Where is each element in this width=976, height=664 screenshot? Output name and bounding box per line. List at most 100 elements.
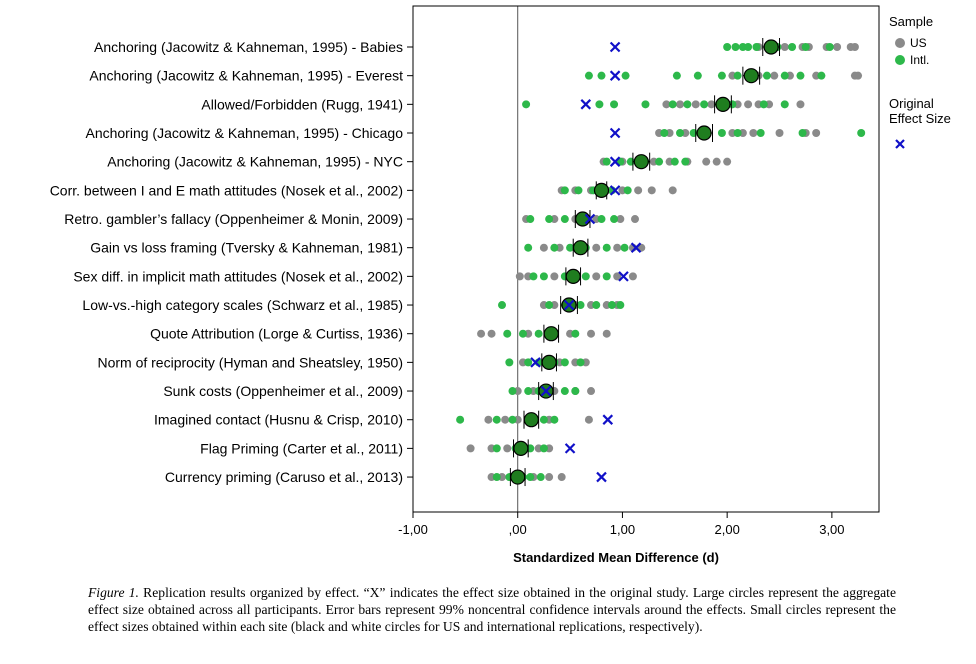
intl-site-point xyxy=(672,71,681,80)
intl-site-point xyxy=(550,415,559,424)
us-site-point xyxy=(634,186,643,195)
original-effect-marker xyxy=(563,299,575,311)
intl-site-point xyxy=(670,157,679,166)
us-site-point xyxy=(707,100,716,109)
x-tick-label: 1,00 xyxy=(610,522,635,537)
effect-label: Anchoring (Jacowitz & Kahneman, 1995) - … xyxy=(89,68,403,84)
intl-site-point xyxy=(683,100,692,109)
us-site-point xyxy=(515,272,524,281)
us-site-point xyxy=(749,129,758,138)
aggregate-effect-marker xyxy=(633,154,649,170)
us-site-point xyxy=(587,387,596,396)
intl-site-point xyxy=(717,71,726,80)
intl-site-point xyxy=(602,243,611,252)
us-site-point xyxy=(833,43,842,51)
intl-site-point xyxy=(733,71,742,80)
intl-site-point xyxy=(801,43,810,51)
us-site-point xyxy=(557,473,566,482)
original-effect-marker xyxy=(618,271,629,282)
effect-label: Low-vs.-high category scales (Schwarz et… xyxy=(82,297,403,313)
intl-site-point xyxy=(524,387,533,396)
us-site-point xyxy=(616,215,625,224)
intl-site-point xyxy=(798,129,807,138)
legend-intl-label: Intl. xyxy=(910,53,929,67)
intl-site-point xyxy=(456,415,465,424)
intl-site-point xyxy=(733,129,742,138)
aggregate-effect-marker xyxy=(513,440,529,456)
x-axis-title: Standardized Mean Difference (d) xyxy=(513,550,719,565)
effect-label: Anchoring (Jacowitz & Kahneman, 1995) - … xyxy=(94,39,403,55)
intl-site-point xyxy=(584,71,593,80)
legend-us-marker xyxy=(895,38,905,48)
us-site-point xyxy=(780,43,789,51)
us-site-point xyxy=(628,272,637,281)
intl-site-point xyxy=(620,243,629,252)
intl-site-point xyxy=(539,444,548,453)
intl-site-point xyxy=(623,186,632,195)
original-effect-marker xyxy=(609,185,621,196)
figure-caption: Figure 1. Replication results organized … xyxy=(88,584,896,635)
legend-original-title-2: Effect Size xyxy=(889,111,951,126)
aggregate-effect-marker xyxy=(696,125,712,141)
intl-site-point xyxy=(522,100,531,109)
x-tick-label: 3,00 xyxy=(819,522,844,537)
intl-site-point xyxy=(817,71,826,80)
intl-site-point xyxy=(524,243,533,252)
aggregate-effect-marker xyxy=(593,182,610,198)
intl-site-point xyxy=(744,43,753,51)
effect-label: Imagined contact (Husnu & Crisp, 2010) xyxy=(154,412,403,428)
us-site-point xyxy=(584,415,593,424)
us-site-point xyxy=(662,100,671,109)
plot-frame xyxy=(412,5,880,513)
legend-original-marker xyxy=(895,139,905,149)
aggregate-effect-marker xyxy=(763,39,779,55)
figure-label: Figure 1. xyxy=(88,585,139,600)
effect-label: Flag Priming (Carter et al., 2011) xyxy=(200,440,403,456)
effect-label: Gain vs loss framing (Tversky & Kahneman… xyxy=(90,240,403,256)
aggregate-effect-marker xyxy=(572,240,589,256)
intl-site-point xyxy=(731,43,740,51)
intl-site-point xyxy=(581,272,590,281)
intl-site-point xyxy=(780,100,789,109)
aggregate-effect-marker xyxy=(541,354,557,370)
effect-label: Retro. gambler’s fallacy (Oppenheimer & … xyxy=(64,211,403,227)
legend-original-title-1: Original xyxy=(889,96,934,111)
us-site-point xyxy=(592,243,601,252)
intl-site-point xyxy=(597,215,606,224)
intl-site-point xyxy=(796,71,805,80)
us-site-point xyxy=(477,329,486,338)
aggregate-effect-marker xyxy=(715,96,731,112)
intl-site-point xyxy=(492,473,501,482)
effect-label: Currency priming (Caruso et al., 2013) xyxy=(165,469,403,485)
intl-site-point xyxy=(857,129,866,138)
us-site-point xyxy=(723,157,732,166)
us-site-point xyxy=(613,272,622,281)
us-site-point xyxy=(775,129,784,138)
effect-label: Corr. between I and E math attitudes (No… xyxy=(50,182,403,198)
intl-site-point xyxy=(693,71,702,80)
intl-site-point xyxy=(526,473,535,482)
original-effect-marker xyxy=(609,70,621,81)
us-site-point xyxy=(631,215,640,224)
intl-site-point xyxy=(492,415,501,424)
intl-site-point xyxy=(788,43,797,51)
us-site-point xyxy=(539,243,548,252)
intl-site-point xyxy=(595,100,604,109)
us-site-point xyxy=(676,100,685,109)
intl-site-point xyxy=(780,71,789,80)
intl-site-point xyxy=(681,157,690,166)
intl-site-point xyxy=(723,43,732,51)
intl-site-point xyxy=(717,129,726,138)
intl-site-point xyxy=(536,473,545,482)
us-site-point xyxy=(796,100,805,109)
us-site-point xyxy=(812,129,821,138)
intl-site-point xyxy=(550,243,559,252)
intl-site-point xyxy=(660,129,669,138)
aggregate-effect-marker xyxy=(575,211,591,227)
intl-site-point xyxy=(545,215,554,224)
intl-site-point xyxy=(560,186,569,195)
x-tick-label: ,00 xyxy=(509,522,527,537)
intl-site-point xyxy=(676,129,685,138)
intl-site-point xyxy=(700,100,709,109)
intl-site-point xyxy=(503,329,512,338)
